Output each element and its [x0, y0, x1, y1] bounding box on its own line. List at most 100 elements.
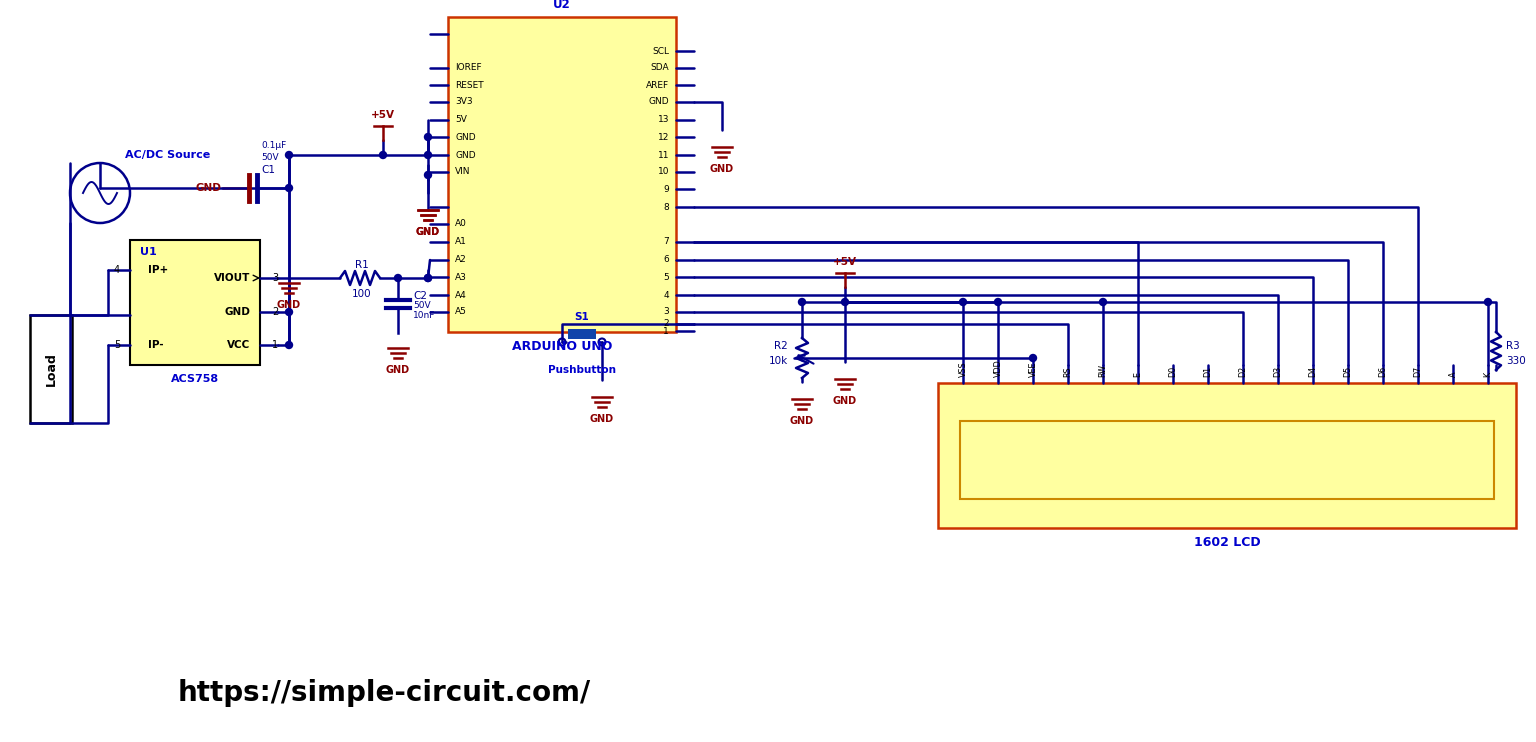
Text: R1: R1	[355, 260, 369, 270]
Circle shape	[424, 171, 432, 179]
Text: 5V: 5V	[455, 116, 467, 125]
Text: D7: D7	[1413, 366, 1422, 377]
FancyBboxPatch shape	[568, 329, 596, 339]
Text: GND: GND	[386, 365, 410, 375]
Text: 4: 4	[114, 265, 120, 275]
Circle shape	[286, 309, 292, 315]
Text: 50V: 50V	[413, 301, 430, 310]
Text: 9: 9	[664, 185, 670, 194]
Text: 13: 13	[657, 116, 670, 125]
Text: VCC: VCC	[227, 340, 250, 350]
Text: 50V: 50V	[261, 154, 278, 162]
Text: GND: GND	[416, 227, 439, 237]
FancyBboxPatch shape	[960, 421, 1495, 499]
Text: GND: GND	[833, 396, 857, 406]
Text: ARDUINO UNO: ARDUINO UNO	[511, 340, 613, 352]
Text: A: A	[1448, 372, 1458, 377]
Text: VIOUT: VIOUT	[214, 273, 250, 283]
Text: 1: 1	[272, 340, 278, 350]
Text: A1: A1	[455, 237, 467, 246]
Circle shape	[960, 298, 966, 306]
FancyBboxPatch shape	[938, 383, 1516, 528]
Text: AREF: AREF	[645, 80, 670, 90]
Text: D5: D5	[1344, 366, 1353, 377]
Circle shape	[424, 275, 432, 281]
FancyBboxPatch shape	[131, 240, 260, 365]
Text: 12: 12	[657, 133, 670, 142]
Text: SDA: SDA	[650, 64, 670, 73]
Text: IP+: IP+	[147, 265, 169, 275]
Circle shape	[424, 134, 432, 140]
Text: RESET: RESET	[455, 80, 484, 90]
Text: D1: D1	[1204, 366, 1212, 377]
Text: 1: 1	[664, 326, 670, 335]
Text: 6: 6	[664, 255, 670, 264]
Text: VSS: VSS	[958, 361, 968, 377]
Circle shape	[1484, 298, 1491, 306]
Circle shape	[286, 185, 292, 191]
Text: 4: 4	[664, 291, 670, 300]
Text: VIN: VIN	[455, 168, 470, 177]
Text: 330: 330	[1505, 356, 1525, 366]
Text: SCL: SCL	[651, 47, 670, 56]
Text: S1: S1	[574, 312, 590, 322]
Circle shape	[379, 151, 387, 159]
Text: D2: D2	[1238, 366, 1247, 377]
Circle shape	[424, 275, 432, 281]
FancyBboxPatch shape	[31, 315, 72, 423]
Text: +5V: +5V	[833, 257, 857, 267]
Text: 3: 3	[272, 273, 278, 283]
Text: U1: U1	[140, 247, 157, 257]
Text: A4: A4	[455, 291, 467, 300]
Text: C1: C1	[261, 165, 275, 175]
Circle shape	[1100, 298, 1106, 306]
Text: 2: 2	[272, 307, 278, 317]
Text: GND: GND	[195, 183, 221, 193]
Circle shape	[1029, 355, 1037, 361]
Text: +5V: +5V	[372, 110, 395, 120]
Circle shape	[799, 298, 805, 306]
Text: GND: GND	[224, 307, 250, 317]
FancyBboxPatch shape	[449, 17, 676, 332]
Text: VEE: VEE	[1029, 361, 1037, 377]
Text: 1602 LCD: 1602 LCD	[1193, 536, 1261, 548]
Circle shape	[286, 151, 292, 159]
Text: GND: GND	[790, 416, 814, 426]
Text: E: E	[1134, 372, 1143, 377]
Text: Pushbutton: Pushbutton	[548, 365, 616, 375]
Text: VDD: VDD	[994, 359, 1003, 377]
Text: U2: U2	[553, 0, 571, 10]
Text: ACS758: ACS758	[170, 374, 220, 384]
Text: 10k: 10k	[768, 356, 788, 366]
Circle shape	[842, 298, 848, 306]
Text: https://simple-circuit.com/: https://simple-circuit.com/	[178, 679, 590, 707]
Text: 8: 8	[664, 203, 670, 211]
Text: RW: RW	[1098, 364, 1107, 377]
Text: GND: GND	[648, 97, 670, 107]
Text: 100: 100	[352, 289, 372, 299]
Circle shape	[424, 151, 432, 159]
Text: IP-: IP-	[147, 340, 164, 350]
Text: D6: D6	[1378, 366, 1387, 377]
Text: R2: R2	[774, 341, 788, 351]
Text: IOREF: IOREF	[455, 64, 482, 73]
Text: AC/DC Source: AC/DC Source	[124, 150, 210, 160]
Text: Load: Load	[45, 352, 57, 386]
Text: GND: GND	[455, 133, 476, 142]
Text: 0.1μF: 0.1μF	[261, 142, 286, 151]
Text: GND: GND	[710, 164, 734, 174]
Text: 7: 7	[664, 237, 670, 246]
Text: D4: D4	[1309, 366, 1318, 377]
Text: 3: 3	[664, 307, 670, 317]
Text: 11: 11	[657, 151, 670, 160]
Text: GND: GND	[455, 151, 476, 160]
Text: D0: D0	[1169, 366, 1178, 377]
Text: RS: RS	[1063, 367, 1072, 377]
Text: D3: D3	[1273, 366, 1283, 377]
Circle shape	[395, 275, 401, 281]
Text: GND: GND	[416, 227, 439, 237]
Circle shape	[994, 298, 1001, 306]
Text: GND: GND	[276, 300, 301, 310]
Text: 3V3: 3V3	[455, 97, 473, 107]
Text: R3: R3	[1505, 341, 1519, 351]
